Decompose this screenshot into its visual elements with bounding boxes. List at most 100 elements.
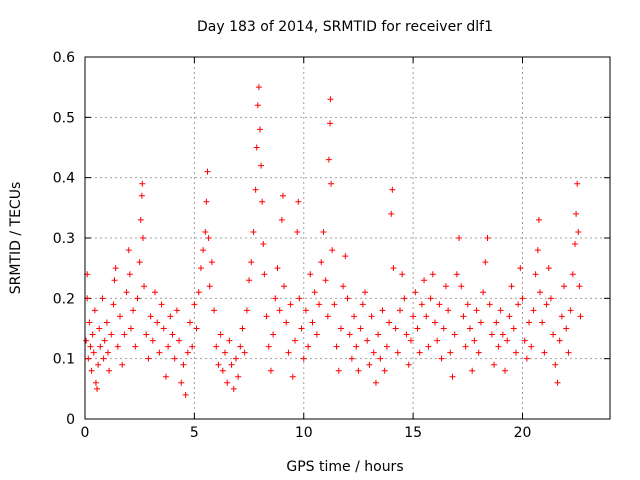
data-point (364, 337, 371, 344)
data-point (342, 253, 349, 260)
data-point (328, 180, 335, 187)
data-point (125, 247, 132, 254)
data-point (232, 355, 239, 362)
data-point (197, 265, 204, 272)
data-point (141, 283, 148, 290)
data-point (193, 325, 200, 332)
data-point (519, 295, 526, 302)
data-point (456, 235, 463, 241)
data-point (412, 289, 419, 296)
data-point (335, 367, 342, 374)
data-point (333, 343, 340, 350)
data-point (261, 271, 268, 278)
data-point (316, 301, 323, 308)
data-point (434, 337, 441, 344)
data-point (283, 319, 290, 326)
data-point (213, 343, 220, 350)
data-point (119, 361, 126, 368)
data-point (200, 247, 207, 254)
data-point (359, 301, 366, 308)
data-point (180, 361, 187, 368)
data-point (366, 361, 373, 368)
data-point (565, 349, 572, 356)
y-tick-label: 0.1 (53, 352, 75, 368)
data-point (389, 186, 396, 193)
data-point (325, 156, 332, 163)
data-point (344, 295, 351, 302)
data-point (576, 283, 583, 290)
data-point (104, 349, 111, 356)
data-point (111, 277, 118, 284)
data-point (99, 295, 106, 302)
data-point (528, 343, 535, 350)
data-point (87, 343, 94, 350)
data-point (224, 379, 231, 386)
data-point (394, 349, 401, 356)
data-point (114, 343, 121, 350)
data-point (108, 331, 115, 338)
data-point (480, 289, 487, 296)
data-point (191, 301, 198, 308)
data-point (464, 301, 471, 308)
data-point (506, 313, 513, 320)
data-point (123, 289, 130, 296)
data-point (132, 343, 139, 350)
data-point (416, 349, 423, 356)
data-point (348, 355, 355, 362)
data-point (103, 319, 110, 326)
data-point (145, 355, 152, 362)
data-point (235, 373, 242, 380)
data-point (254, 102, 261, 109)
data-point (397, 307, 403, 314)
data-point (532, 271, 539, 278)
data-point (189, 343, 196, 350)
data-point (523, 355, 530, 362)
chart-title: Day 183 of 2014, SRMTID for receiver dlf… (197, 19, 493, 35)
data-point (100, 355, 107, 362)
data-point (383, 343, 390, 350)
data-point (462, 343, 469, 350)
data-point (488, 331, 495, 338)
data-point (407, 337, 414, 344)
data-point (96, 325, 103, 332)
data-point (512, 349, 519, 356)
data-point (195, 289, 202, 296)
data-point (399, 271, 406, 278)
data-point (545, 265, 552, 272)
data-point (372, 379, 379, 386)
data-point (137, 216, 144, 223)
data-point (106, 367, 113, 374)
data-point (561, 283, 568, 290)
data-point (381, 367, 388, 374)
data-point (252, 186, 259, 193)
y-tick-label: 0.6 (53, 50, 75, 66)
data-point (337, 325, 344, 332)
data-point (451, 331, 458, 338)
data-point (130, 307, 137, 314)
data-point (158, 301, 165, 308)
data-point (552, 361, 559, 368)
data-point (127, 325, 134, 332)
data-point (482, 259, 489, 266)
data-point (377, 355, 384, 362)
data-point (554, 379, 561, 386)
data-point (295, 198, 302, 205)
data-point (370, 349, 377, 356)
data-point (537, 289, 543, 296)
y-tick-label: 0.3 (53, 231, 75, 247)
data-point (534, 247, 541, 254)
y-tick-label: 0.2 (53, 291, 75, 307)
data-point (329, 247, 336, 254)
data-point (436, 301, 443, 308)
data-point (467, 325, 473, 332)
data-point (388, 210, 395, 217)
data-point (327, 120, 333, 127)
data-point (187, 319, 193, 326)
data-point (530, 307, 537, 314)
data-point (543, 301, 550, 308)
data-point (126, 271, 133, 278)
data-point (88, 367, 95, 374)
data-point (324, 313, 331, 320)
data-point (255, 84, 262, 91)
data-point (471, 337, 478, 344)
